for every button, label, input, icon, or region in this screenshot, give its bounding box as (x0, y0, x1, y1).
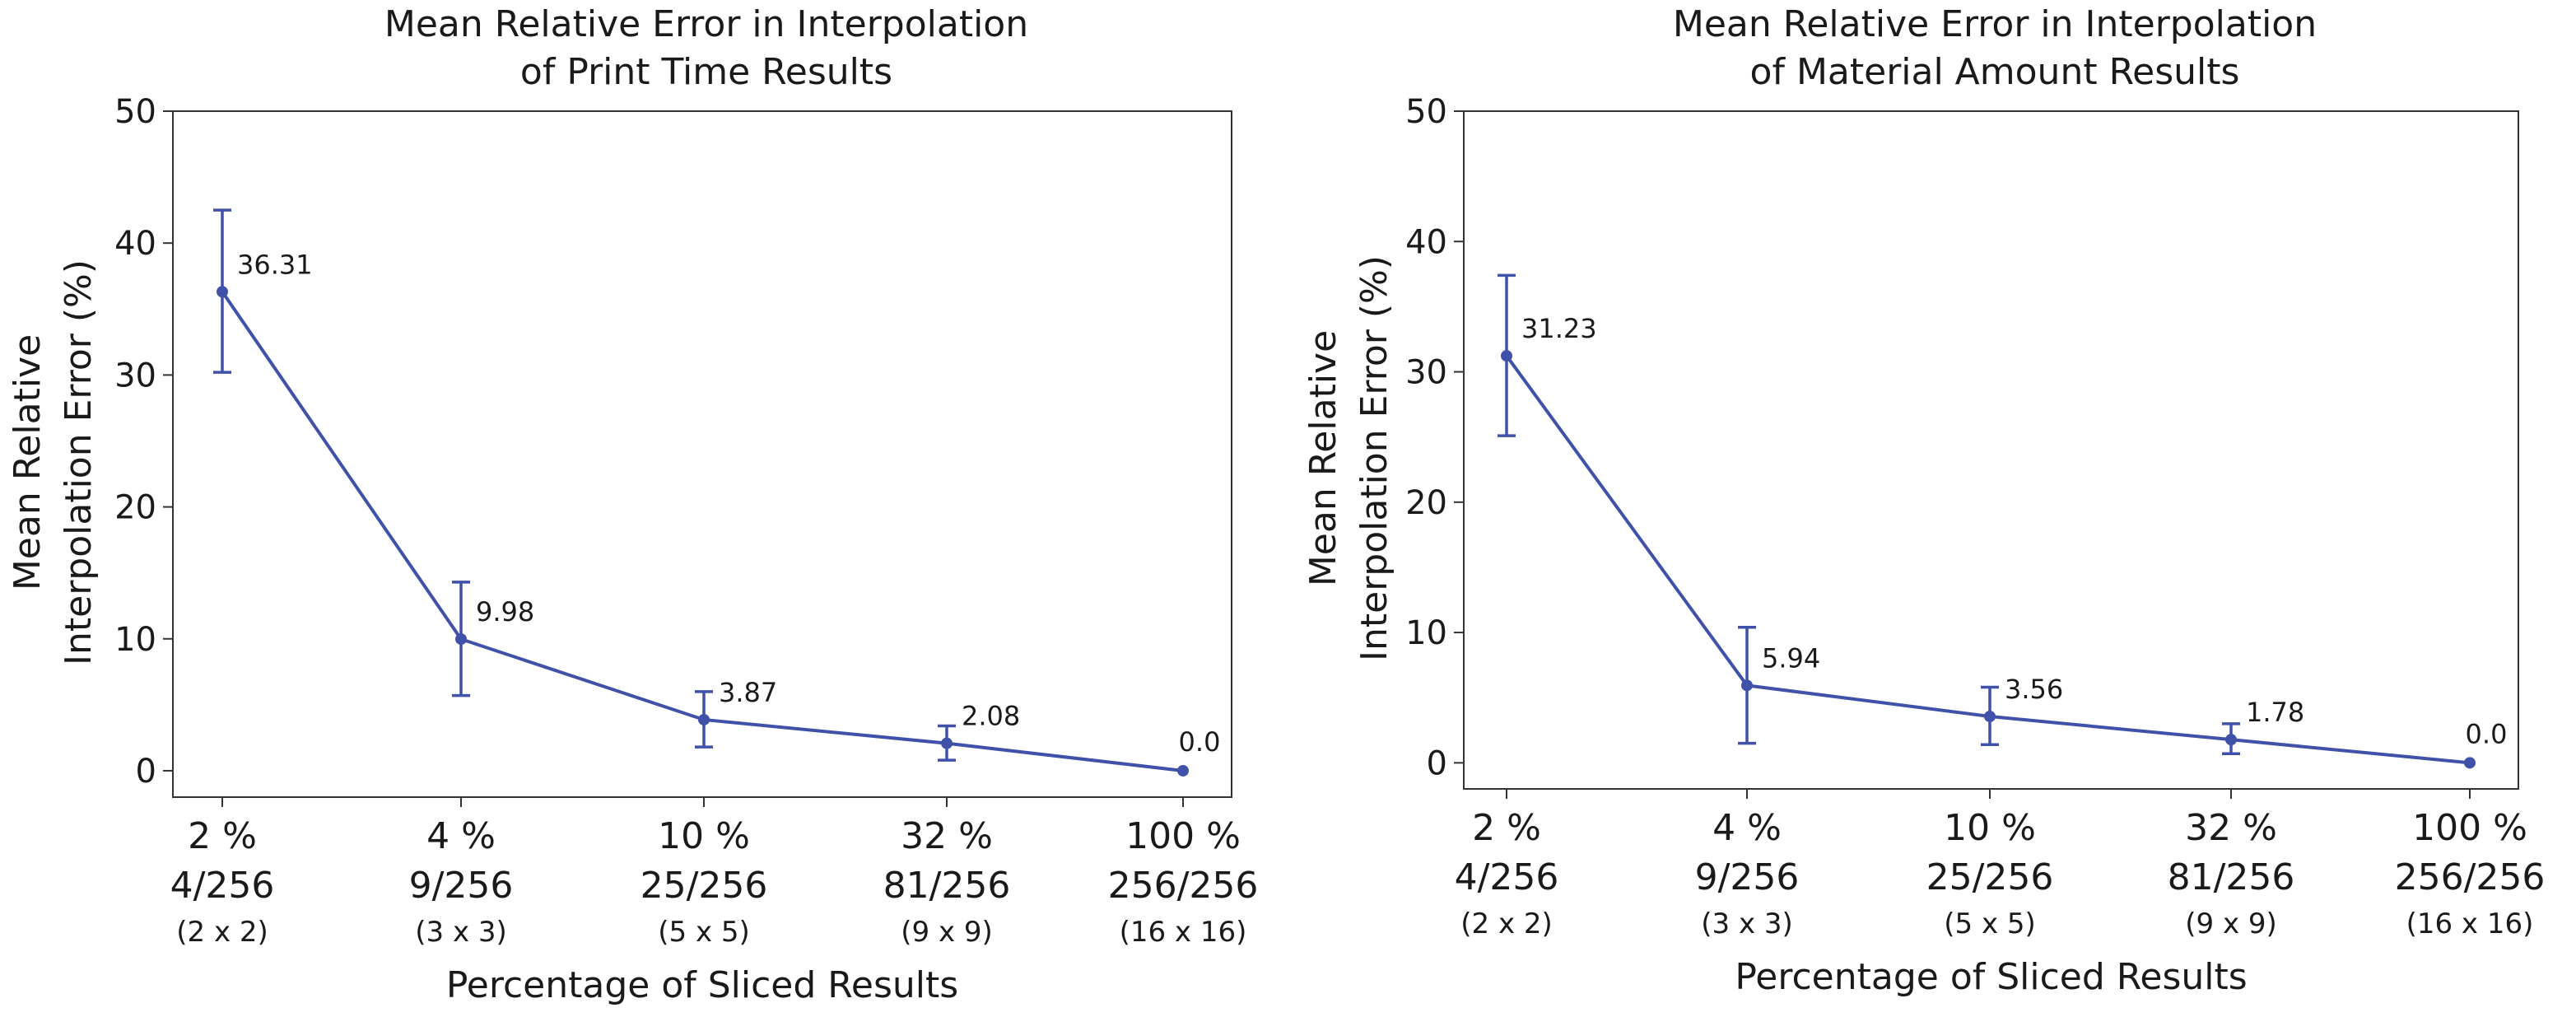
data-label: 0.0 (1179, 726, 1221, 758)
chart-panel-1: Mean Relative Error in Interpolation of P… (7, 3, 1258, 1006)
y-axis-label: Interpolation Error (%) (1353, 255, 1395, 661)
data-point (217, 286, 228, 298)
data-label: 5.94 (1762, 642, 1820, 674)
x-tick-label-grid: (3 x 3) (415, 916, 507, 949)
data-label: 2.08 (962, 701, 1020, 732)
data-point (698, 713, 710, 725)
y-tick-label: 30 (1405, 354, 1447, 392)
x-tick-label-grid: (9 x 9) (2185, 907, 2277, 940)
x-tick-label-percent: 100 % (2412, 807, 2527, 849)
y-tick-label: 0 (1427, 744, 1447, 782)
x-tick-label-fraction: 9/256 (409, 865, 514, 907)
y-tick-label: 50 (1405, 93, 1447, 131)
y-tick-label: 40 (114, 225, 156, 263)
chart-title: of Material Amount Results (1750, 51, 2240, 93)
x-tick-label-grid: (9 x 9) (901, 916, 993, 949)
x-tick-label-fraction: 81/256 (883, 865, 1011, 907)
x-tick-label-fraction: 256/256 (1108, 865, 1259, 907)
x-tick-label-fraction: 9/256 (1695, 856, 1800, 898)
x-tick-label-grid: (2 x 2) (1460, 907, 1553, 940)
data-point (2225, 734, 2237, 746)
x-tick-label-percent: 2 % (1472, 807, 1541, 849)
x-tick-label-percent: 100 % (1125, 815, 1241, 857)
data-label: 3.56 (2005, 674, 2063, 705)
x-tick-label-fraction: 4/256 (1455, 856, 1559, 898)
y-axis-label: Mean Relative (1302, 330, 1344, 586)
x-axis-label: Percentage of Sliced Results (1735, 956, 2247, 998)
plot-area (1463, 110, 2519, 790)
series-line (1505, 354, 2471, 765)
y-axis-label: Mean Relative (7, 334, 49, 590)
y-tick-label: 40 (1405, 223, 1447, 261)
y-tick-label: 0 (136, 753, 156, 791)
data-label: 3.87 (719, 677, 777, 708)
x-tick-label-fraction: 25/256 (641, 865, 768, 907)
y-tick-label: 50 (114, 93, 156, 131)
y-tick-label: 10 (114, 621, 156, 659)
x-tick-label-grid: (3 x 3) (1701, 907, 1793, 940)
chart-title: of Print Time Results (520, 51, 892, 93)
y-tick-label: 10 (1405, 614, 1447, 652)
y-tick-label: 20 (114, 489, 156, 527)
x-tick-label-grid: (5 x 5) (1944, 907, 2036, 940)
x-axis-label: Percentage of Sliced Results (446, 964, 958, 1006)
x-tick-label-grid: (16 x 16) (1120, 916, 1247, 949)
plot-area (172, 110, 1232, 798)
data-point (1177, 764, 1189, 777)
data-label: 9.98 (476, 596, 534, 627)
chart-title: Mean Relative Error in Interpolation (384, 3, 1028, 45)
y-tick-label: 20 (1405, 484, 1447, 522)
data-point (1741, 679, 1753, 692)
y-axis-label: Interpolation Error (%) (58, 259, 100, 665)
x-tick-label-grid: (16 x 16) (2406, 907, 2534, 940)
x-tick-label-grid: (5 x 5) (658, 916, 750, 949)
x-tick-label-fraction: 256/256 (2395, 856, 2546, 898)
data-label: 0.0 (2466, 718, 2508, 749)
data-point (2464, 757, 2476, 769)
x-tick-label-percent: 32 % (901, 815, 993, 857)
x-tick-label-percent: 4 % (426, 815, 496, 857)
data-label: 1.78 (2246, 697, 2304, 728)
x-tick-label-grid: (2 x 2) (176, 916, 268, 949)
data-point (941, 737, 953, 749)
data-point (455, 633, 467, 646)
x-tick-label-fraction: 81/256 (2168, 856, 2295, 898)
x-tick-label-percent: 10 % (658, 815, 750, 857)
data-point (1984, 711, 1996, 723)
x-tick-label-percent: 2 % (188, 815, 257, 857)
x-tick-label-percent: 10 % (1944, 807, 2036, 849)
x-tick-label-percent: 32 % (2185, 807, 2277, 849)
data-label: 31.23 (1521, 313, 1597, 344)
y-tick-label: 30 (114, 357, 156, 394)
x-tick-label-fraction: 25/256 (1926, 856, 2054, 898)
x-tick-label-percent: 4 % (1712, 807, 1782, 849)
x-tick-label-fraction: 4/256 (170, 865, 275, 907)
data-label: 36.31 (237, 249, 313, 280)
chart-title: Mean Relative Error in Interpolation (1673, 3, 2317, 45)
chart-panel-2: Mean Relative Error in Interpolation of M… (1302, 3, 2545, 998)
data-point (1501, 350, 1512, 362)
